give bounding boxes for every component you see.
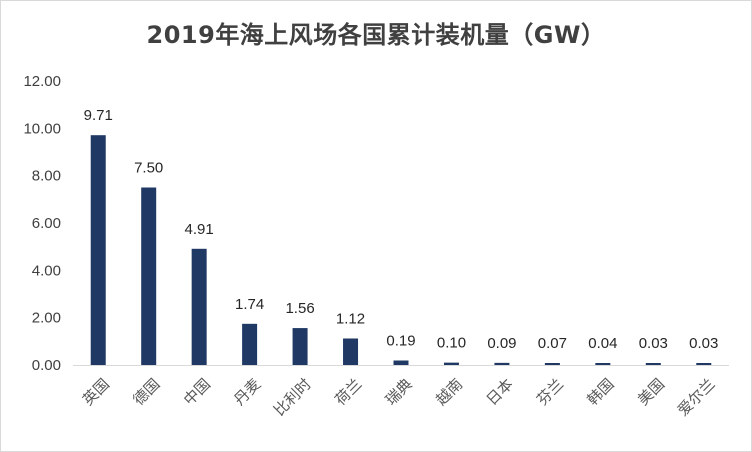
bar-value-label: 9.71 — [84, 107, 113, 124]
y-tick-label: 4.00 — [32, 262, 61, 279]
y-tick-label: 6.00 — [32, 215, 61, 232]
category-label: 美国 — [634, 375, 668, 409]
category-label: 丹麦 — [230, 375, 264, 409]
y-tick-label: 8.00 — [32, 168, 61, 185]
bar — [544, 363, 560, 365]
category-label: 越南 — [432, 375, 466, 409]
x-axis-tick-labels: 英国 德国 中国 丹麦 比利时 荷兰 瑞典 越南 日本 芬兰 韩国 美国 爱尔兰 — [79, 375, 718, 420]
bar — [393, 360, 409, 365]
category-label: 荷兰 — [331, 375, 365, 409]
bar-value-label: 0.07 — [538, 335, 567, 352]
bar-value-label: 0.19 — [386, 333, 415, 350]
y-tick-label: 2.00 — [32, 310, 61, 327]
bar-value-label: 7.50 — [134, 160, 163, 177]
category-label: 英国 — [79, 375, 113, 409]
y-tick-label: 10.00 — [23, 120, 61, 137]
category-label: 中国 — [180, 375, 214, 409]
bar — [90, 135, 106, 365]
y-axis-tick-labels: 0.00 2.00 4.00 6.00 8.00 10.00 12.00 — [23, 73, 61, 374]
bar-value-label: 0.10 — [437, 335, 466, 352]
bar — [292, 328, 308, 365]
y-tick-label: 0.00 — [32, 357, 61, 374]
bar — [443, 362, 459, 365]
bar — [645, 363, 661, 365]
bar — [595, 363, 611, 365]
category-label: 日本 — [483, 375, 517, 409]
bar — [494, 362, 510, 365]
bar — [242, 323, 258, 365]
chart-title: 2019年海上风场各国累计装机量（GW） — [146, 21, 606, 49]
category-label: 爱尔兰 — [674, 375, 719, 420]
category-label: 韩国 — [584, 375, 618, 409]
bar-value-label: 1.74 — [235, 296, 264, 313]
bar-value-label: 4.91 — [185, 221, 214, 238]
bar — [696, 363, 712, 365]
bar — [141, 187, 157, 365]
data-labels: 9.71 7.50 4.91 1.74 1.56 1.12 0.19 0.10 0.09 0.07… — [84, 107, 719, 352]
bar-value-label: 0.03 — [639, 335, 668, 352]
category-label: 德国 — [129, 375, 163, 409]
category-label: 芬兰 — [533, 375, 567, 409]
bar — [343, 338, 359, 365]
y-tick-label: 12.00 — [23, 73, 61, 90]
bar-value-label: 0.04 — [588, 335, 617, 352]
bar-value-label: 1.56 — [285, 300, 314, 317]
bar-value-label: 1.12 — [336, 310, 365, 327]
bar-series — [90, 135, 712, 365]
category-label: 比利时 — [270, 375, 315, 420]
bar-value-label: 0.09 — [487, 335, 516, 352]
category-label: 瑞典 — [382, 375, 416, 409]
bar-value-label: 0.03 — [689, 335, 718, 352]
bar — [191, 248, 207, 365]
